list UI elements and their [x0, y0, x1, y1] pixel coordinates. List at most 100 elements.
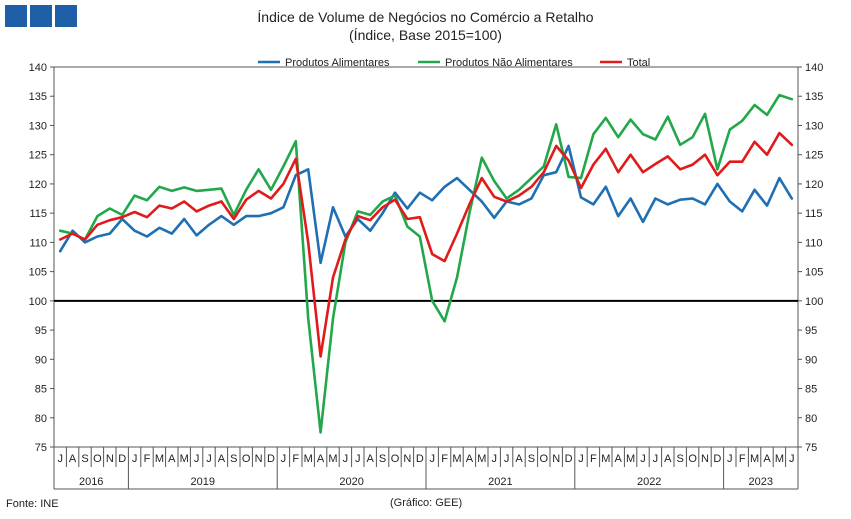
data-point [456, 177, 459, 180]
legend-label: Produtos Não Alimentares [445, 57, 573, 69]
data-point [220, 187, 223, 190]
x-tick-label: F [292, 453, 299, 465]
y-tick-label-right: 120 [805, 179, 823, 191]
y-tick-label-right: 75 [805, 442, 817, 454]
x-tick-label: A [763, 453, 771, 465]
data-point [741, 120, 744, 123]
data-point [71, 232, 74, 235]
data-point [208, 224, 211, 227]
x-tick-label: J [132, 453, 138, 465]
data-point [344, 238, 347, 241]
x-tick-label: D [267, 453, 275, 465]
chart-subtitle: (Índice, Base 2015=100) [349, 27, 502, 43]
data-point [419, 191, 422, 194]
y-tick-label-left: 120 [29, 179, 47, 191]
data-point [59, 250, 62, 253]
data-point [667, 203, 670, 206]
data-point [59, 238, 62, 241]
chart-title: Índice de Volume de Negócios no Comércio… [257, 9, 594, 25]
y-tick-label-left: 100 [29, 296, 47, 308]
y-tick-label-right: 130 [805, 120, 823, 132]
data-point [431, 253, 434, 256]
data-point [691, 163, 694, 166]
data-point [109, 207, 112, 210]
x-tick-label: A [367, 453, 375, 465]
data-point [493, 217, 496, 220]
data-point [295, 158, 298, 161]
x-tick-label: M [452, 453, 461, 465]
data-point [530, 186, 533, 189]
data-point [319, 355, 322, 358]
x-tick-label: J [429, 453, 435, 465]
x-tick-label: D [416, 453, 424, 465]
x-tick-label: D [713, 453, 721, 465]
data-point [654, 197, 657, 200]
data-point [257, 190, 260, 193]
data-point [381, 200, 384, 203]
data-point [357, 215, 360, 218]
y-tick-label-right: 85 [805, 384, 817, 396]
x-tick-label: J [206, 453, 212, 465]
data-point [778, 177, 781, 180]
data-point [592, 133, 595, 136]
chart-legend: Produtos Alimentares Produtos Não Aliment… [258, 57, 650, 69]
data-point [220, 215, 223, 218]
data-point [84, 241, 87, 244]
data-point [245, 189, 248, 192]
data-point [667, 155, 670, 158]
data-point [629, 197, 632, 200]
x-tick-label: N [255, 453, 263, 465]
x-tick-label: J [789, 453, 795, 465]
y-tick-label-right: 95 [805, 325, 817, 337]
data-point [245, 215, 248, 218]
data-point [332, 317, 335, 320]
y-tick-label-left: 85 [35, 384, 47, 396]
data-point [171, 207, 174, 210]
data-point [381, 206, 384, 209]
x-tick-label: J [504, 453, 510, 465]
x-tick-label: N [701, 453, 709, 465]
x-tick-label: S [528, 453, 535, 465]
data-point [468, 203, 471, 206]
x-year-label: 2020 [339, 476, 363, 488]
x-year-label: 2021 [488, 476, 512, 488]
series-line [58, 144, 794, 265]
x-tick-label: A [615, 453, 623, 465]
x-tick-label: D [565, 453, 573, 465]
data-point [307, 317, 310, 320]
data-point [307, 241, 310, 244]
data-point [121, 216, 124, 219]
x-tick-label: O [540, 453, 549, 465]
x-tick-label: F [144, 453, 151, 465]
data-point [419, 216, 422, 219]
data-point [679, 144, 682, 147]
y-tick-label-left: 135 [29, 91, 47, 103]
data-point [357, 210, 360, 213]
data-point [654, 163, 657, 166]
data-point [406, 225, 409, 228]
x-tick-label: J [343, 453, 349, 465]
data-point [270, 212, 273, 215]
data-point [704, 203, 707, 206]
data-point [679, 198, 682, 201]
data-point [195, 190, 198, 193]
source-note: Fonte: INE [6, 498, 59, 510]
x-year-label: 2023 [749, 476, 773, 488]
x-tick-label: O [688, 453, 697, 465]
logo [5, 5, 77, 27]
x-tick-label: J [194, 453, 200, 465]
data-point [505, 197, 508, 200]
data-point [257, 168, 260, 171]
data-point [493, 180, 496, 183]
y-tick-label-right: 135 [805, 91, 823, 103]
data-point [183, 200, 186, 203]
data-point [84, 238, 87, 241]
data-point [319, 431, 322, 434]
y-tick-label-left: 95 [35, 325, 47, 337]
x-tick-label: J [727, 453, 733, 465]
data-point [419, 235, 422, 238]
data-point [691, 136, 694, 139]
data-point [691, 197, 694, 200]
x-tick-label: S [677, 453, 684, 465]
